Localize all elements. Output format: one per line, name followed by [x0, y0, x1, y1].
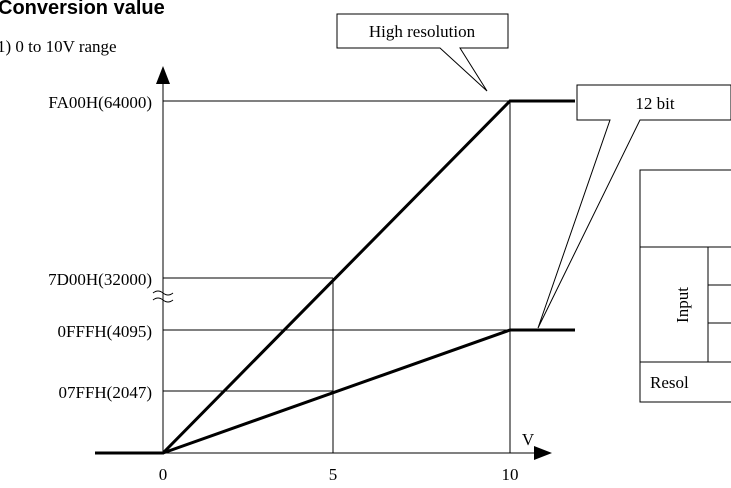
x-label: 10	[502, 465, 519, 484]
guides	[163, 100, 511, 453]
conversion-lines	[95, 99, 575, 455]
subtitle: 1) 0 to 10V range	[0, 37, 117, 56]
y-label: 0FFFH(4095)	[58, 322, 152, 341]
callout-text: 12 bit	[635, 94, 674, 113]
x-unit: V	[522, 430, 535, 449]
table: Input Resol	[639, 169, 731, 403]
callout-low: 12 bit	[537, 84, 731, 329]
y-label: FA00H(64000)	[48, 93, 152, 112]
callout-text: High resolution	[369, 22, 476, 41]
table-row-header: Input	[673, 287, 692, 323]
callout-high: High resolution	[336, 13, 509, 92]
table-footer: Resol	[650, 373, 689, 392]
title: Conversion value	[0, 0, 165, 19]
x-label: 5	[329, 465, 338, 484]
x-label: 0	[159, 465, 168, 484]
axes	[152, 66, 552, 460]
y-label: 7D00H(32000)	[48, 270, 152, 289]
y-label: 07FFH(2047)	[58, 383, 152, 402]
